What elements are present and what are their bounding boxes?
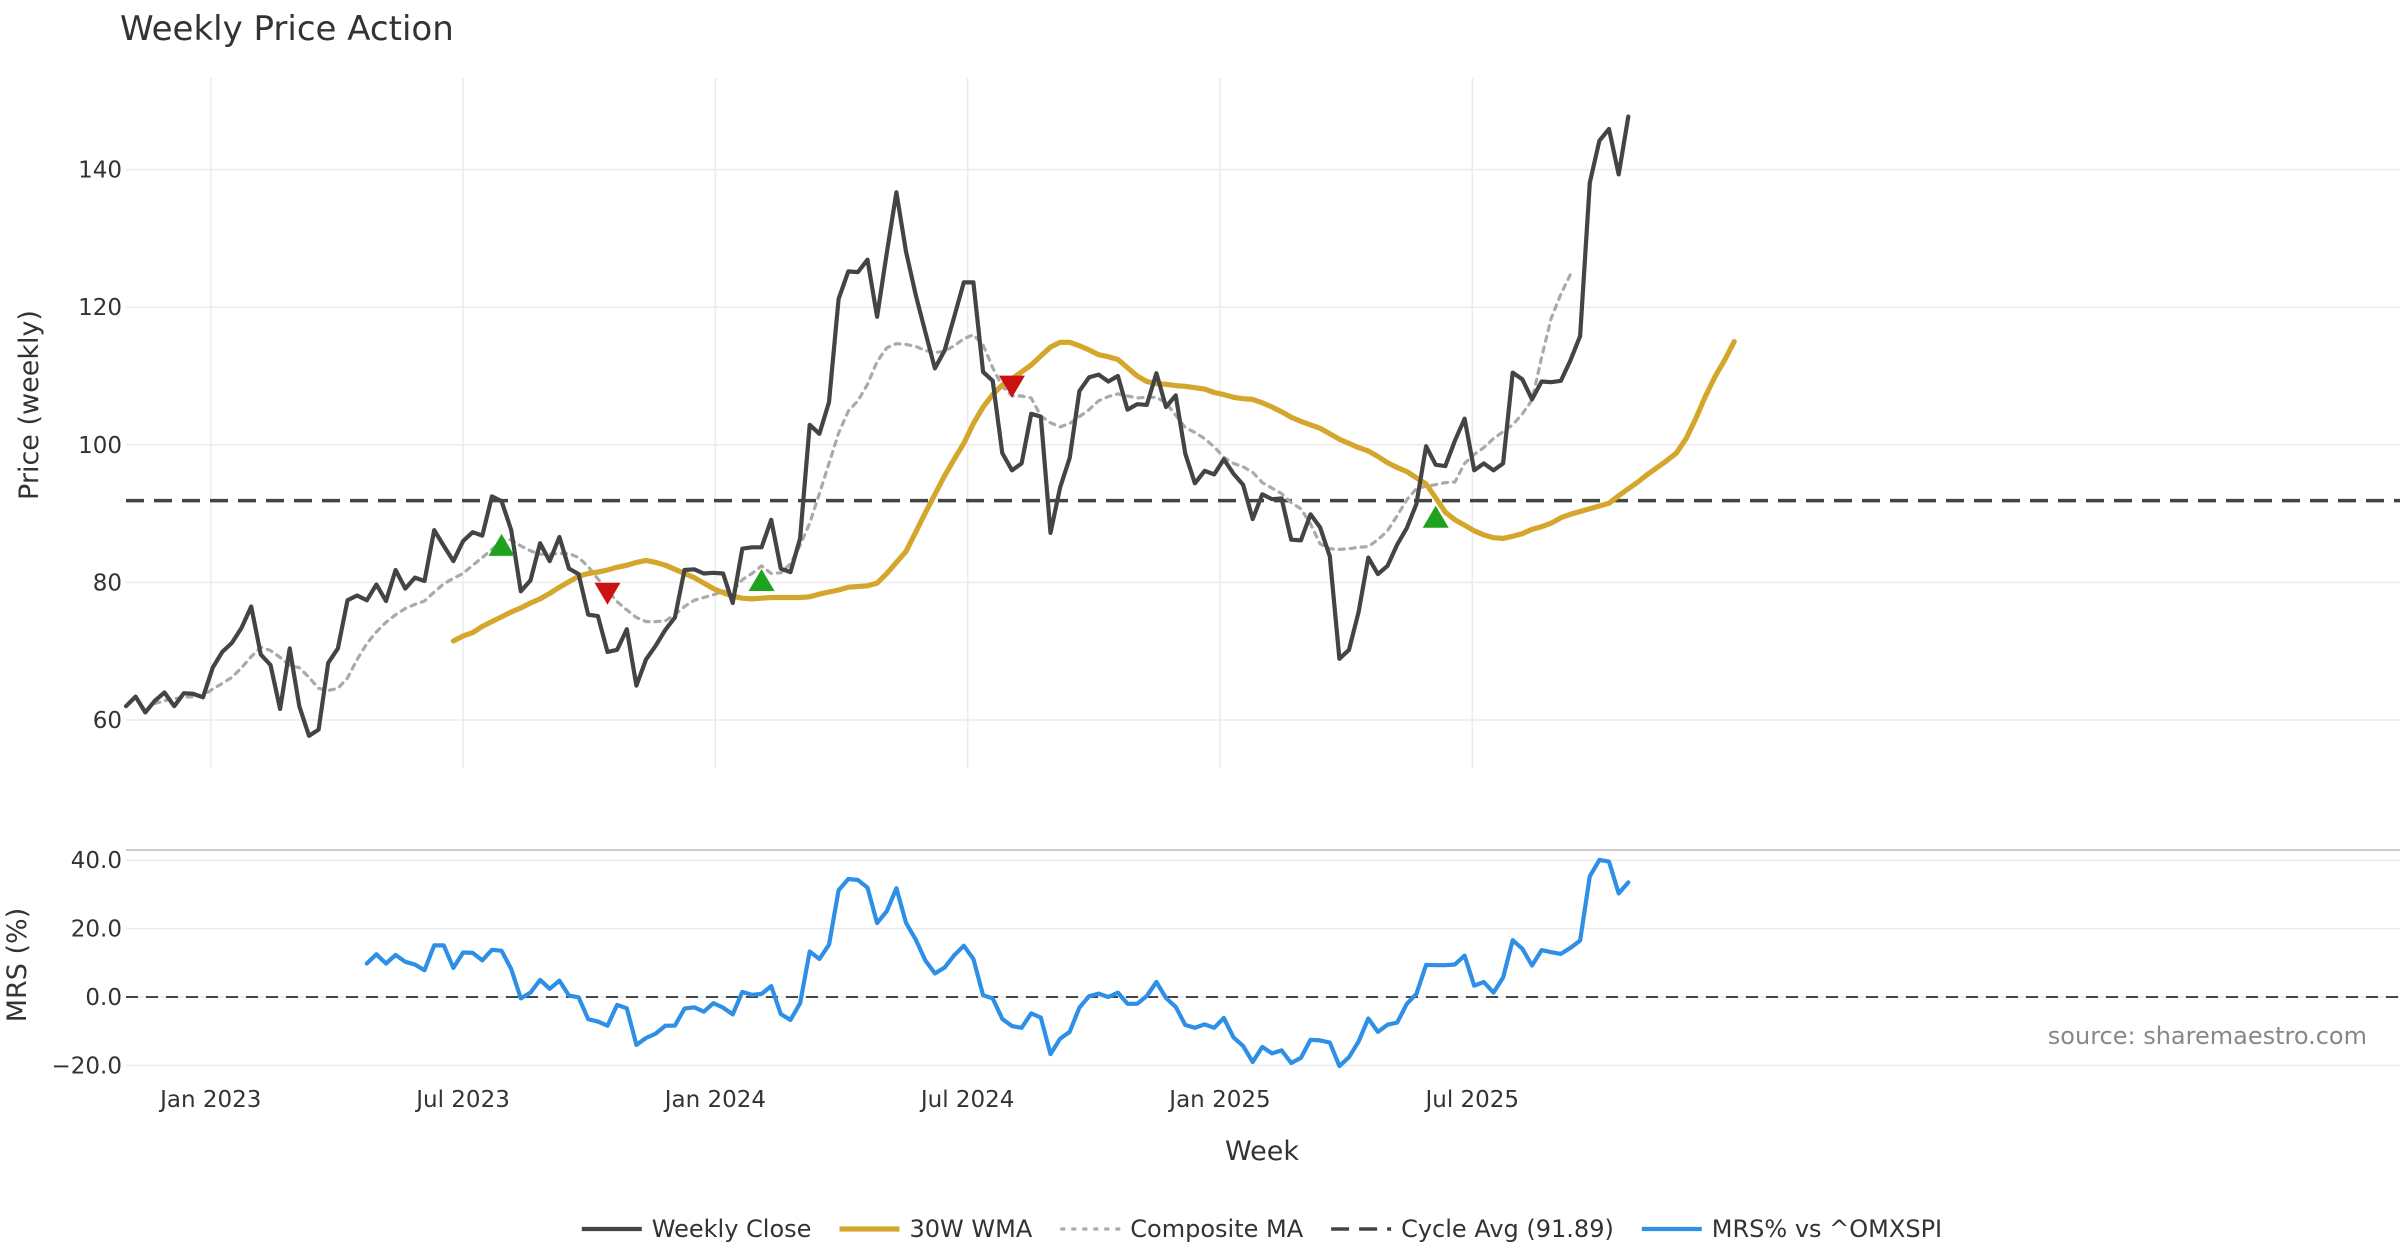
x-tick-label: Jan 2023 (158, 1087, 261, 1113)
legend-item-mrs-vs-omxspi: MRS% vs ^OMXSPI (1641, 1215, 1942, 1243)
series-mrs-vs-omxspi-line (364, 857, 1631, 1069)
legend-item-weekly-close: Weekly Close (581, 1215, 812, 1243)
price-y-tick-label: 100 (78, 433, 122, 459)
legend-label: Cycle Avg (91.89) (1401, 1215, 1614, 1243)
x-tick-label: Jan 2025 (1167, 1087, 1270, 1113)
price-y-tick-label: 140 (78, 158, 122, 184)
mrs-y-tick-label: −20.0 (52, 1053, 122, 1079)
price-y-tick-label: 80 (93, 570, 122, 596)
signal-markers (488, 375, 1449, 605)
buy-signal-marker (748, 569, 775, 592)
x-tick-label: Jul 2024 (919, 1087, 1015, 1113)
series-composite-ma-line (153, 272, 1573, 706)
x-axis-ticks: Jan 2023 Jul 2023 Jan 2024 Jul 2024 Jan 2025… (158, 1087, 1519, 1113)
price-y-axis-ticks: 60 80 100 120 140 (78, 158, 122, 734)
mrs-y-tick-label: 40.0 (71, 848, 122, 874)
price-y-tick-label: 120 (78, 295, 122, 321)
source-note: source: sharemaestro.com (2048, 1022, 2367, 1050)
x-tick-label: Jul 2023 (414, 1087, 510, 1113)
series-weekly-close-line (123, 114, 1631, 738)
legend-item-30w-wma: 30W WMA (839, 1215, 1033, 1243)
legend-item-composite-ma: Composite MA (1060, 1215, 1304, 1243)
legend-label: Weekly Close (652, 1215, 812, 1243)
mrs-y-tick-label: 20.0 (71, 917, 122, 943)
price-panel: 60 80 100 120 140 Price (weekly) (14, 78, 2400, 768)
x-tick-label: Jul 2025 (1423, 1087, 1519, 1113)
price-y-axis-title: Price (weekly) (14, 310, 45, 500)
mrs-y-axis-title: MRS (%) (2, 908, 33, 1023)
mrs-panel: 40.0 20.0 0.0 −20.0 MRS (%) source: sharema… (2, 848, 2400, 1079)
legend-item-cycle-avg-91-89: Cycle Avg (91.89) (1331, 1215, 1614, 1243)
x-axis-title: Week (1225, 1136, 1299, 1167)
series-30w-wma-line (450, 339, 1737, 644)
sell-signal-marker (998, 375, 1025, 398)
mrs-y-axis-ticks: 40.0 20.0 0.0 −20.0 (52, 848, 122, 1079)
legend-label: 30W WMA (910, 1215, 1033, 1243)
price-series-group (123, 114, 1737, 738)
mrs-series-group (364, 857, 1631, 1069)
legend: Weekly Close 30W WMA Composite MA Cycle Avg… (581, 1215, 1942, 1243)
legend-label: MRS% vs ^OMXSPI (1712, 1215, 1942, 1243)
x-tick-label: Jan 2024 (663, 1087, 766, 1113)
buy-signal-marker (1422, 505, 1449, 528)
buy-signal-marker (488, 533, 515, 556)
sell-signal-marker (594, 582, 621, 605)
legend-label: Composite MA (1130, 1215, 1303, 1243)
mrs-gridlines (126, 859, 2400, 1067)
price-gridlines (126, 78, 2400, 768)
price-y-tick-label: 60 (93, 708, 122, 734)
mrs-y-tick-label: 0.0 (85, 985, 122, 1011)
chart-title: Weekly Price Action (120, 9, 454, 49)
